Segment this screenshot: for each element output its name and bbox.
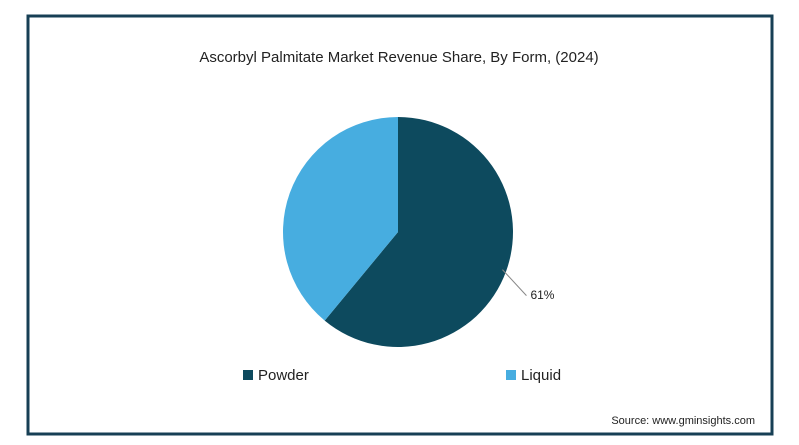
legend-swatch bbox=[243, 370, 253, 380]
pie-slice bbox=[282, 116, 398, 321]
legend-label: Powder bbox=[258, 367, 309, 384]
data-label: 61% bbox=[530, 288, 554, 302]
leader-line bbox=[502, 269, 527, 296]
pie-slice bbox=[324, 117, 513, 347]
source: Source: www.gminsights.com bbox=[611, 415, 755, 427]
legend-label: Liquid bbox=[521, 367, 561, 384]
chart-title: Ascorbyl Palmitate Market Revenue Share,… bbox=[199, 49, 598, 66]
legend-swatch bbox=[506, 370, 516, 380]
